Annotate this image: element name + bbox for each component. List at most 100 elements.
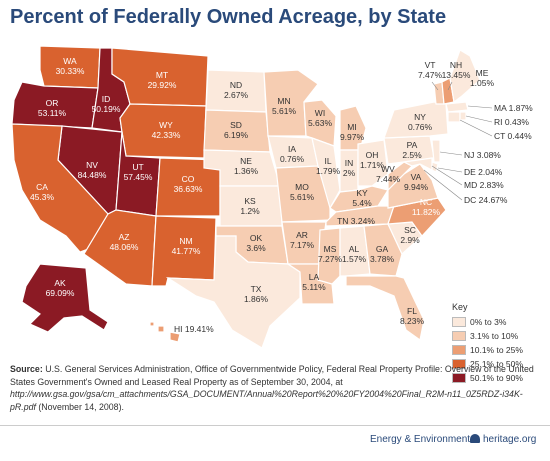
label-ne: NE 1.36% (234, 156, 259, 176)
label-oh: OH 1.71% (360, 150, 385, 170)
leader-de (437, 167, 463, 173)
label-az: AZ 48.06% (110, 232, 139, 252)
leader-md (431, 165, 463, 186)
label-in: IN 2% (343, 158, 356, 178)
leader-nj (439, 151, 463, 156)
legend-swatch (452, 359, 466, 369)
legend-swatch (452, 317, 466, 327)
label-al: AL 1.57% (342, 244, 367, 264)
state-hi (149, 321, 181, 343)
label-wv: WV 7.44% (376, 164, 401, 184)
source-url[interactable]: http://www.gsa.gov/gsa/cm_attachments/GS… (10, 389, 523, 412)
label-ms: MS 7.27% (318, 244, 343, 264)
label-nd: ND 2.67% (224, 80, 249, 100)
legend-label: 0% to 3% (470, 317, 507, 327)
side-label-ri: RI 0.43% (494, 117, 529, 127)
label-ut: UT 57.45% (124, 162, 153, 182)
legend-swatch (452, 331, 466, 341)
leader-nh (447, 81, 453, 91)
footer-section-label: Energy & Environment (370, 434, 471, 445)
state-tx (165, 235, 301, 349)
source-note: Source: U.S. General Services Administra… (10, 363, 540, 413)
state-ak (21, 263, 109, 333)
source-date: (November 14, 2008). (38, 401, 124, 412)
leader-ma (467, 105, 493, 109)
title-bar: Percent of Federally Owned Acreage, by S… (0, 0, 550, 40)
legend-item: 10.1% to 25% (452, 343, 548, 357)
side-label-nj: NJ 3.08% (464, 150, 501, 160)
label-wy: WY 42.33% (152, 120, 181, 140)
map-frame: WA 30.33% OR 53.11% ID 50.19% MT 29.92% WY 42… (0, 40, 550, 383)
label-ny: NY 0.76% (408, 112, 433, 132)
footer: Energy & Environment heritage.org (0, 425, 550, 461)
state-ca (11, 123, 113, 253)
state-oh (357, 139, 389, 187)
state-md (402, 157, 433, 171)
leader-ri (465, 115, 493, 123)
side-label-dc: DC 24.67% (464, 195, 508, 205)
label-sd: SD 6.19% (224, 120, 249, 140)
side-label-md: MD 2.83% (464, 180, 504, 190)
label-mt: MT 29.92% (148, 70, 177, 90)
source-label: Source: (10, 364, 43, 374)
label-il: IL 1.79% (316, 156, 341, 176)
state-me (449, 49, 481, 104)
legend-label: 10.1% to 25% (470, 345, 523, 355)
label-or: OR 53.11% (38, 98, 67, 118)
label-mo: MO 5.61% (290, 182, 315, 202)
state-al (339, 225, 371, 277)
leader-ct (459, 119, 493, 137)
state-nc (387, 197, 447, 237)
side-label-ma: MA 1.87% (494, 103, 533, 113)
label-co: CO 36.63% (174, 174, 203, 194)
state-ga (363, 223, 403, 277)
legend-item: 50.1% to 90% (452, 371, 548, 385)
label-nv: NV 84.48% (78, 160, 107, 180)
side-label-de: DE 2.04% (464, 167, 503, 177)
label-ks: KS 1.2% (240, 196, 260, 216)
label-nm: NM 41.77% (172, 236, 201, 256)
legend-swatch (452, 373, 466, 383)
label-va: VA 9.94% (404, 172, 429, 192)
label-ga: GA 3.78% (370, 244, 395, 264)
state-mo (275, 165, 331, 223)
legend-title: Key (452, 302, 468, 312)
label-ca: CA 45.3% (30, 182, 55, 202)
leader-vt (431, 81, 439, 91)
state-ma (445, 101, 469, 113)
state-de (431, 161, 439, 173)
label-fl: FL 8.23% (400, 306, 425, 326)
label-tn: TN 3.24% (337, 216, 375, 226)
side-label-hi: HI 19.41% (174, 324, 214, 334)
label-mi: MI 9.97% (340, 122, 365, 142)
label-nc: NC 11.82% (412, 197, 441, 217)
legend-label: 25.1% to 50% (470, 359, 523, 369)
state-ny (383, 101, 449, 139)
legend-item: 3.1% to 10% (452, 329, 548, 343)
legend-label: 50.1% to 90% (470, 373, 523, 383)
liberty-bell-icon (470, 434, 480, 443)
state-ri (459, 111, 467, 121)
footer-site-label: heritage.org (483, 434, 537, 445)
label-ia: IA 0.76% (280, 144, 305, 164)
label-wa: WA 30.33% (56, 56, 85, 76)
state-wv (387, 161, 414, 192)
leader-dc (423, 169, 463, 201)
label-sc: SC 2.9% (400, 225, 420, 245)
label-mn: MN 5.61% (272, 96, 297, 116)
legend-swatch (452, 345, 466, 355)
state-mi (339, 105, 367, 151)
footer-site[interactable]: heritage.org (470, 434, 536, 445)
label-ok: OK 3.6% (246, 233, 266, 253)
state-nj (431, 139, 441, 163)
label-nh: NH 13.45% (442, 60, 471, 80)
label-me: ME 1.05% (470, 68, 495, 88)
label-ar: AR 7.17% (290, 230, 315, 250)
label-id: ID 50.19% (92, 94, 121, 114)
label-la: LA 5.11% (302, 272, 326, 292)
state-fl (345, 275, 425, 342)
label-tx: TX 1.86% (244, 284, 269, 304)
label-ak: AK 69.09% (46, 278, 75, 298)
source-text: U.S. General Services Administration, Of… (10, 364, 534, 387)
legend-label: 3.1% to 10% (470, 331, 519, 341)
